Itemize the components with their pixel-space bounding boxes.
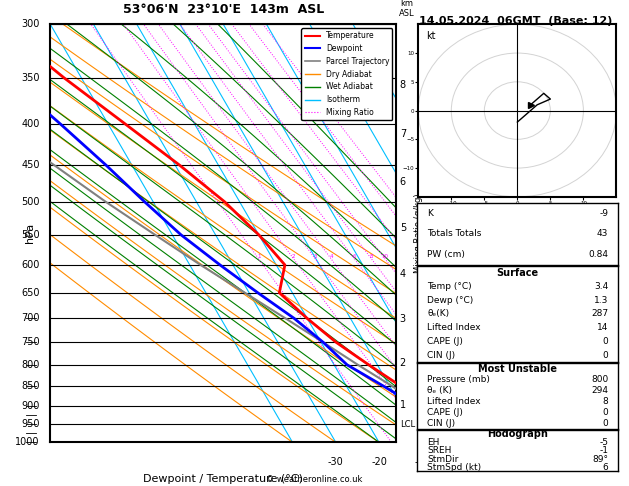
Text: 3: 3: [314, 254, 317, 259]
Text: hPa: hPa: [25, 223, 35, 243]
Text: EH: EH: [427, 438, 440, 447]
Text: 700: 700: [21, 313, 40, 324]
Text: 3.4: 3.4: [594, 282, 608, 291]
Text: 14.05.2024  06GMT  (Base: 12): 14.05.2024 06GMT (Base: 12): [419, 16, 612, 26]
Text: 1000: 1000: [16, 437, 40, 447]
Text: 0: 0: [603, 337, 608, 346]
Text: 550: 550: [21, 230, 40, 240]
Text: 350: 350: [21, 73, 40, 83]
Text: 300: 300: [21, 19, 40, 29]
Text: 900: 900: [21, 400, 40, 411]
Text: 10: 10: [382, 254, 389, 259]
Text: PW (cm): PW (cm): [427, 250, 465, 259]
Text: 43: 43: [597, 229, 608, 238]
Text: 6: 6: [353, 254, 356, 259]
Text: θₑ (K): θₑ (K): [427, 386, 452, 395]
Text: -10: -10: [415, 457, 430, 467]
Text: K: K: [427, 208, 433, 218]
Text: 7: 7: [400, 129, 406, 139]
Text: 10: 10: [503, 457, 515, 467]
Text: Surface: Surface: [497, 268, 538, 278]
Text: 0: 0: [603, 351, 608, 360]
Text: 8: 8: [400, 80, 406, 90]
Text: © weatheronline.co.uk: © weatheronline.co.uk: [266, 475, 363, 484]
Text: Dewp (°C): Dewp (°C): [427, 295, 474, 305]
Text: 3: 3: [400, 314, 406, 324]
Text: 1: 1: [257, 254, 260, 259]
Text: LCL: LCL: [400, 420, 415, 429]
Text: 750: 750: [21, 337, 40, 347]
Text: 6: 6: [400, 176, 406, 187]
Text: 20: 20: [546, 457, 558, 467]
Text: 2: 2: [400, 358, 406, 367]
Text: 6: 6: [603, 463, 608, 472]
Text: 53°06'N  23°10'E  143m  ASL: 53°06'N 23°10'E 143m ASL: [123, 3, 324, 16]
Text: 1: 1: [400, 400, 406, 410]
Text: 8: 8: [603, 397, 608, 406]
Text: CIN (J): CIN (J): [427, 351, 455, 360]
Text: -5: -5: [599, 438, 608, 447]
Text: km
ASL: km ASL: [399, 0, 415, 18]
Text: Temp (°C): Temp (°C): [427, 282, 472, 291]
Text: kt: kt: [426, 31, 436, 41]
Text: 1.3: 1.3: [594, 295, 608, 305]
Text: 30: 30: [589, 457, 601, 467]
Text: Totals Totals: Totals Totals: [427, 229, 481, 238]
Text: 0: 0: [462, 457, 469, 467]
Text: 5: 5: [400, 224, 406, 233]
Text: 4: 4: [400, 269, 406, 279]
Text: 0: 0: [603, 418, 608, 428]
Text: 14: 14: [597, 323, 608, 332]
Text: 4: 4: [330, 254, 333, 259]
Text: CAPE (J): CAPE (J): [427, 408, 463, 417]
Text: -20: -20: [371, 457, 387, 467]
Text: Most Unstable: Most Unstable: [478, 364, 557, 374]
Text: Lifted Index: Lifted Index: [427, 397, 481, 406]
Text: 600: 600: [21, 260, 40, 270]
Text: Lifted Index: Lifted Index: [427, 323, 481, 332]
Text: 800: 800: [21, 360, 40, 370]
Text: 294: 294: [591, 386, 608, 395]
Text: 450: 450: [21, 160, 40, 170]
Text: θₑ(K): θₑ(K): [427, 310, 449, 318]
Text: 2: 2: [292, 254, 296, 259]
Text: -1: -1: [599, 446, 608, 455]
Text: 850: 850: [21, 381, 40, 391]
Text: SREH: SREH: [427, 446, 452, 455]
Text: Hodograph: Hodograph: [487, 429, 548, 439]
Text: Mixing Ratio (g/kg): Mixing Ratio (g/kg): [415, 193, 423, 273]
Text: Pressure (mb): Pressure (mb): [427, 375, 490, 384]
Text: StmDir: StmDir: [427, 454, 459, 464]
Text: 0: 0: [603, 408, 608, 417]
Text: 89°: 89°: [593, 454, 608, 464]
Text: 0.84: 0.84: [588, 250, 608, 259]
Text: Dewpoint / Temperature (°C): Dewpoint / Temperature (°C): [143, 473, 303, 484]
Text: -30: -30: [328, 457, 343, 467]
Text: 800: 800: [591, 375, 608, 384]
Text: 400: 400: [21, 119, 40, 129]
Text: 8: 8: [370, 254, 374, 259]
Text: CAPE (J): CAPE (J): [427, 337, 463, 346]
Legend: Temperature, Dewpoint, Parcel Trajectory, Dry Adiabat, Wet Adiabat, Isotherm, Mi: Temperature, Dewpoint, Parcel Trajectory…: [301, 28, 392, 120]
Text: 500: 500: [21, 197, 40, 207]
Text: StmSpd (kt): StmSpd (kt): [427, 463, 481, 472]
Text: 650: 650: [21, 288, 40, 298]
Text: -9: -9: [599, 208, 608, 218]
Text: CIN (J): CIN (J): [427, 418, 455, 428]
Text: 950: 950: [21, 419, 40, 430]
Text: 287: 287: [591, 310, 608, 318]
